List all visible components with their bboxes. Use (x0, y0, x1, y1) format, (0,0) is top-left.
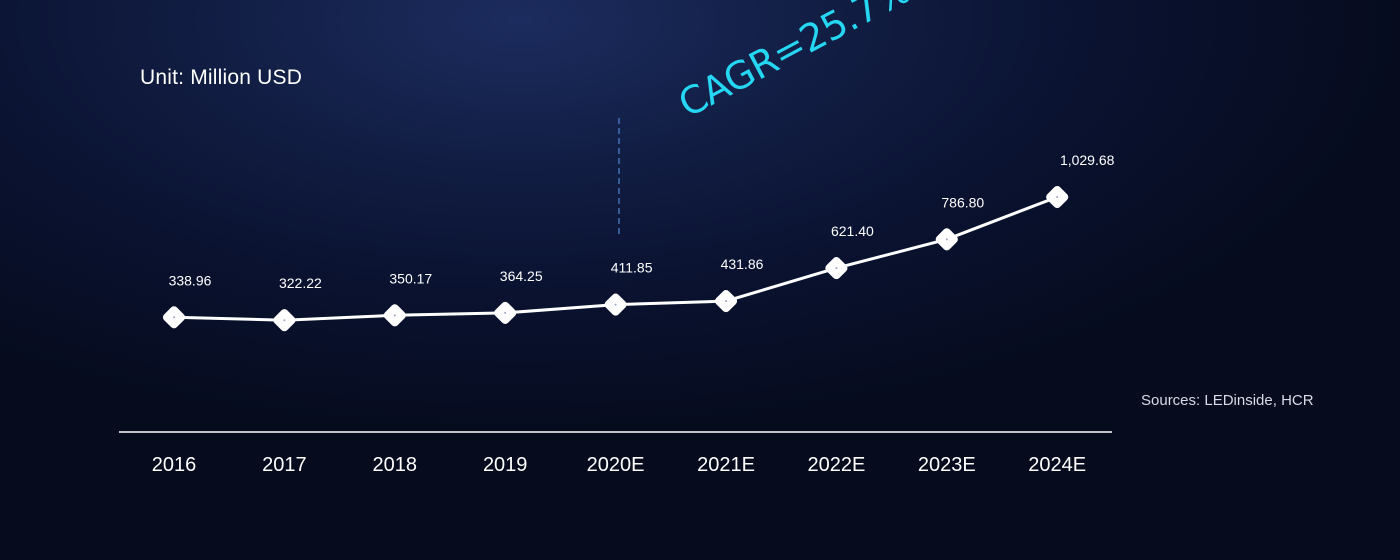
data-point-center (725, 300, 727, 303)
data-point-center (393, 314, 396, 317)
x-tick-label: 2020E (587, 454, 645, 476)
data-point-center (1056, 196, 1059, 199)
data-point-center (283, 319, 286, 322)
x-tick-label: 2021E (697, 454, 755, 476)
x-tick-label: 2019 (483, 454, 528, 476)
data-labels: 338.96 322.22 350.17 364.25 411.85 431.86 621.… (169, 152, 1115, 291)
data-label: 786.80 (941, 194, 984, 210)
data-label: 1,029.68 (1060, 152, 1115, 168)
x-tick-label: 2024E (1028, 454, 1086, 476)
data-label: 411.85 (611, 260, 653, 276)
data-label: 621.40 (831, 223, 874, 239)
data-point-center (614, 303, 617, 306)
data-point-center (945, 238, 948, 241)
data-label: 338.96 (169, 272, 212, 288)
data-label: 364.25 (500, 268, 543, 284)
data-point-center (504, 311, 507, 314)
x-tick-label: 2016 (152, 454, 197, 476)
x-tick-label: 2017 (262, 454, 307, 476)
data-point-center (835, 267, 838, 270)
data-label: 322.22 (279, 275, 322, 291)
unit-label: Unit: Million USD (140, 66, 303, 89)
data-points (162, 185, 1069, 332)
x-tick-label: 2018 (373, 454, 418, 476)
data-point-center (173, 316, 175, 319)
x-tick-label: 2023E (918, 454, 976, 476)
x-tick-labels: 2016 2017 2018 2019 2020E 2021E 2022E 2023E 2024… (152, 454, 1086, 476)
data-label: 431.86 (721, 256, 764, 272)
data-label: 350.17 (389, 270, 432, 286)
source-label: Sources: LEDinside, HCR (1141, 392, 1314, 409)
x-tick-label: 2022E (807, 454, 865, 476)
